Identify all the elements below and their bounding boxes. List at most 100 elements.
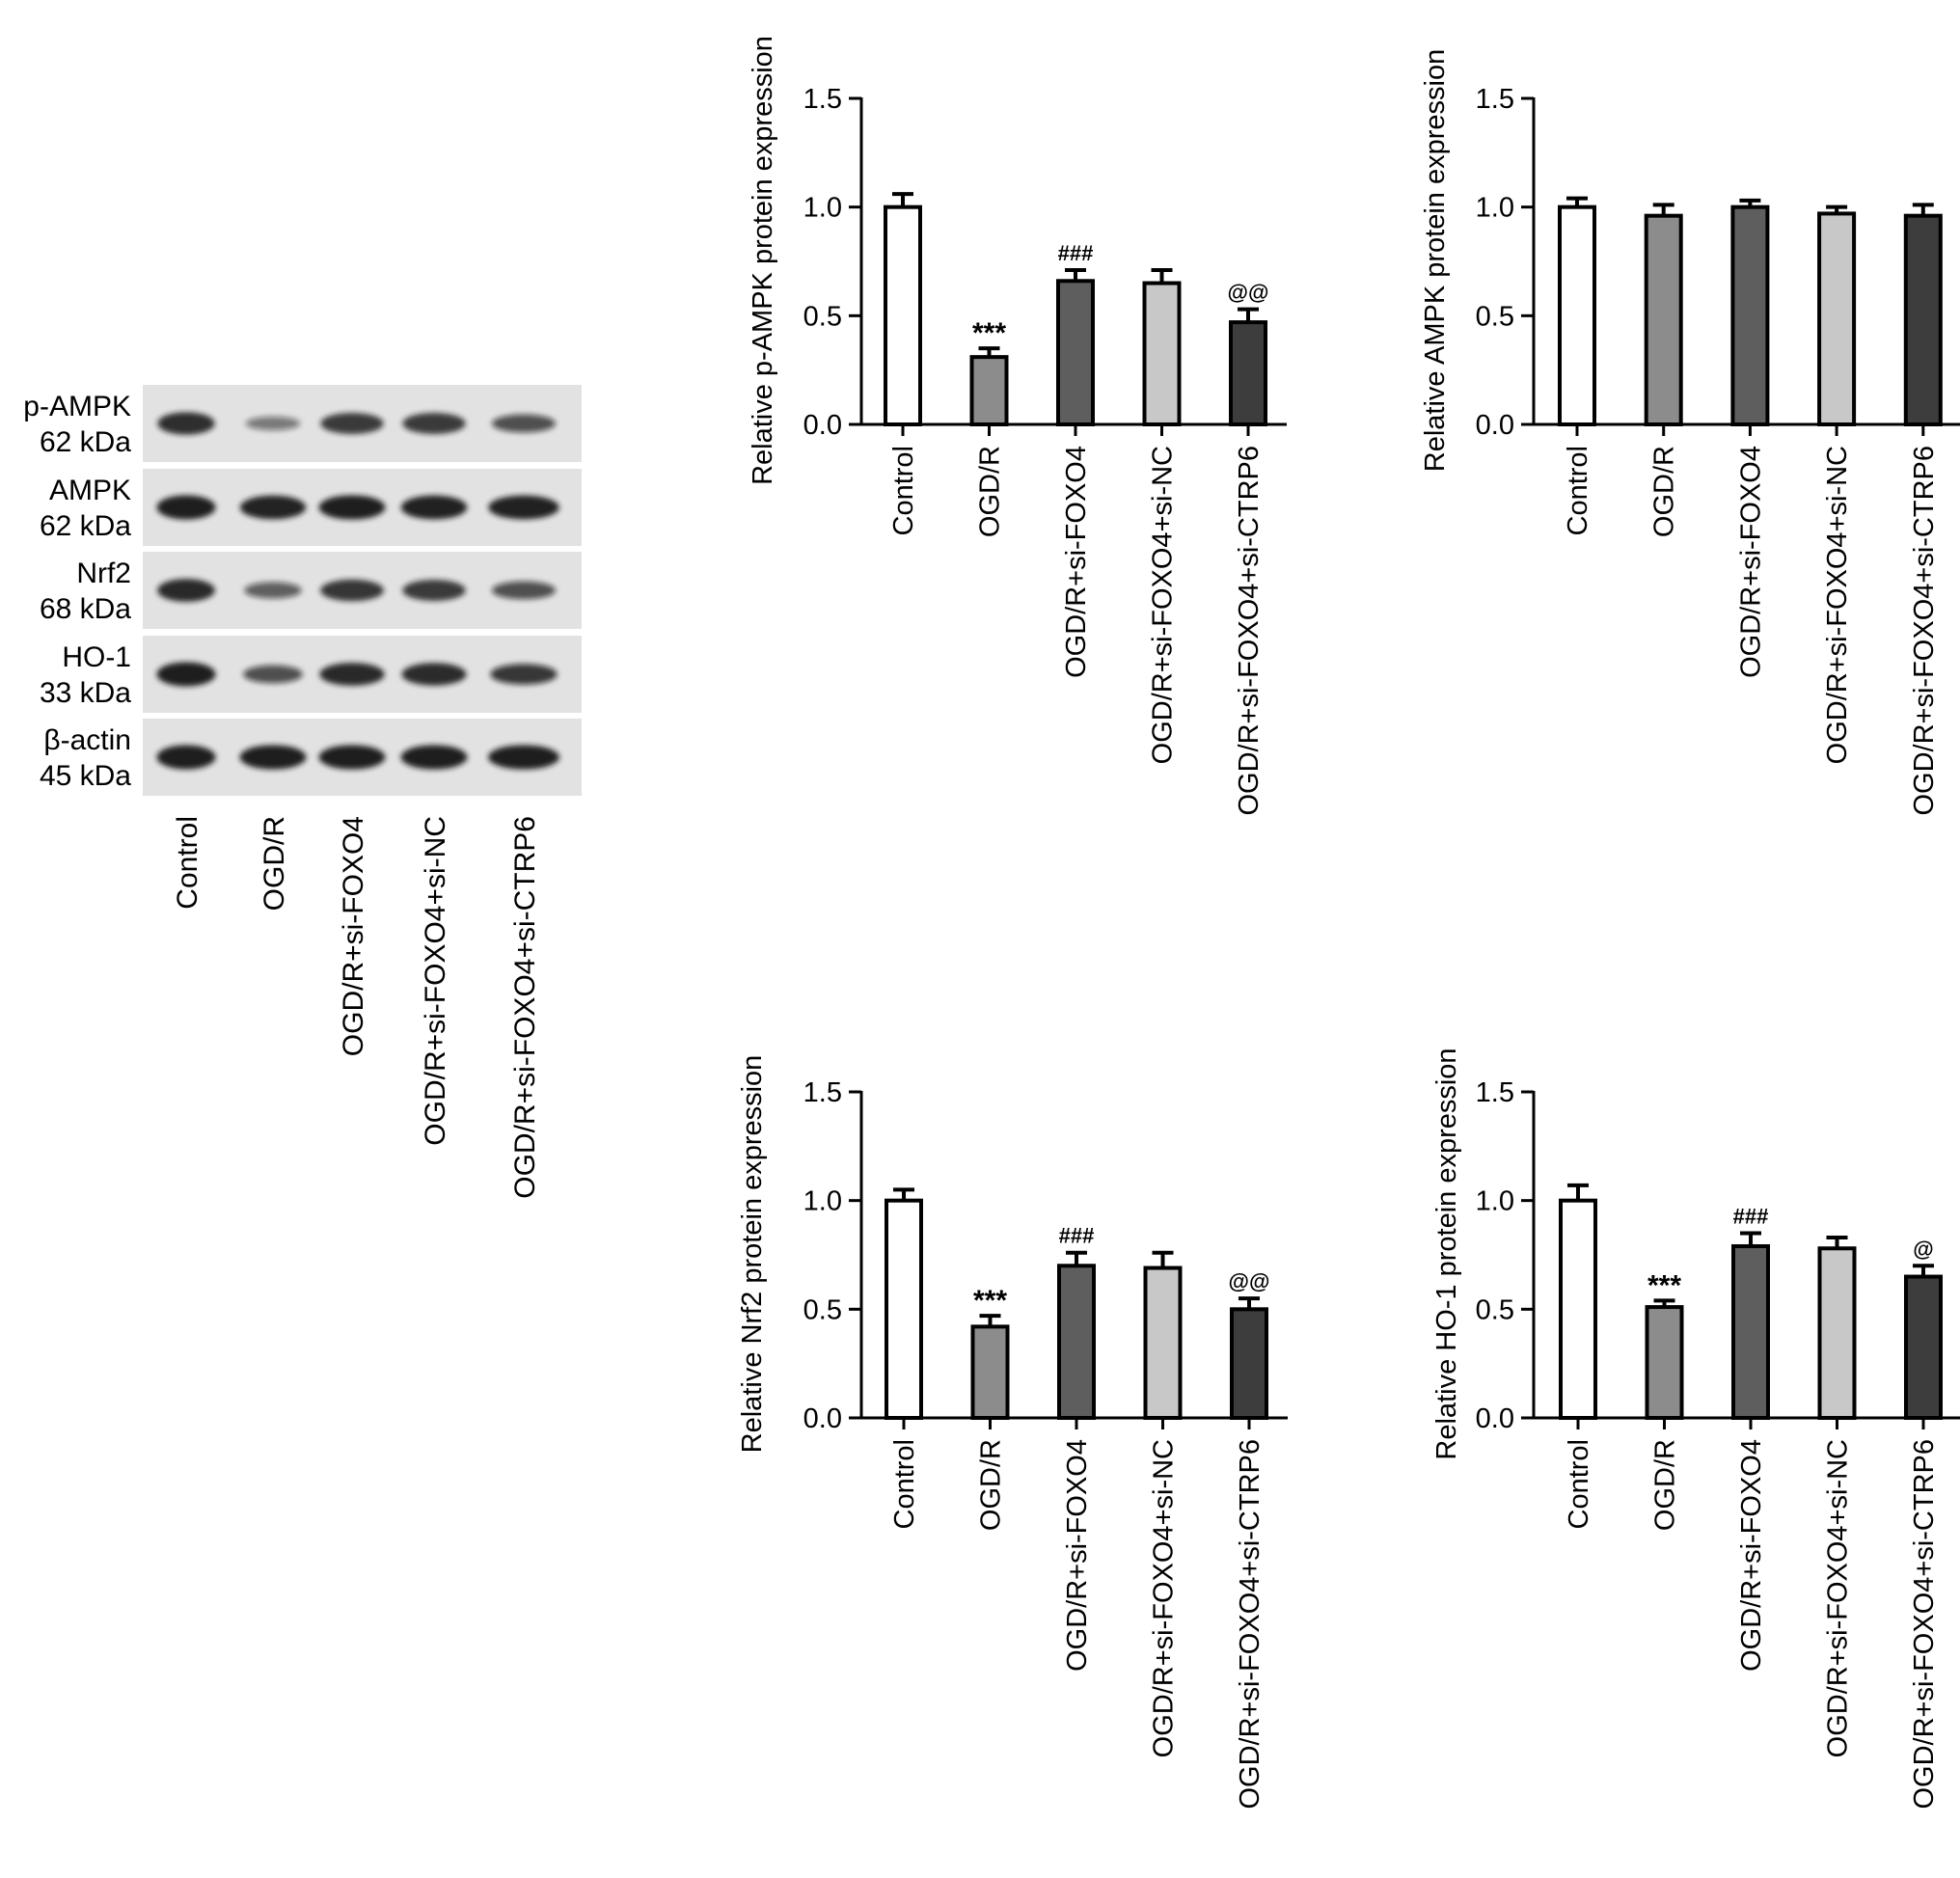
x-tick-label: OGD/R+si-FOXO4+si-NC [1148,446,1179,764]
x-tick-label: OGD/R+si-FOXO4+si-NC [1822,446,1853,764]
y-tick-label: 0.0 [803,410,842,441]
y-tick-label: 0.5 [1476,1294,1514,1325]
blot-size-label: 45 kDa [40,760,131,792]
blot-lane-label: OGD/R+si-FOXO4+si-CTRP6 [509,816,541,1199]
blot-size-label: 68 kDa [40,593,131,625]
significance-marker: @@ [1228,281,1269,305]
bar [1142,281,1182,426]
bar [1731,1243,1770,1421]
bar [1644,213,1683,426]
blot-band [488,745,559,770]
significance-marker: *** [973,1285,1007,1317]
blot-band [243,665,303,684]
blot-band [318,495,386,520]
blot-size-label: 62 kDa [40,426,131,458]
x-tick-label: OGD/R [1650,1439,1681,1531]
bar [1229,320,1267,426]
significance-marker: ### [1059,1224,1095,1248]
y-tick-label: 1.0 [1476,1186,1514,1217]
blot-band [318,745,386,770]
blot-band [400,495,468,520]
y-tick-label: 1.5 [803,84,842,115]
y-tick-label: 0.5 [1476,301,1514,332]
bar [1558,204,1596,426]
bar [1230,1307,1268,1421]
significance-marker: *** [972,317,1006,349]
blot-protein-label: HO-1 [62,641,131,673]
blot-band [239,495,307,520]
blot-protein-label: β-actin [43,724,131,756]
significance-marker: @ [1913,1237,1933,1261]
x-tick-label: Control [888,446,919,536]
y-axis-label: Relative Nrf2 protein expression [737,1055,768,1454]
x-tick-label: OGD/R+si-FOXO4 [1061,446,1092,678]
blot-lane-label: OGD/R+si-FOXO4+si-NC [420,816,451,1146]
blot-band [492,414,556,433]
bar [1904,1274,1943,1420]
blot-band [320,412,384,435]
blot-band [490,664,558,685]
bar [884,204,922,426]
y-tick-label: 0.0 [1476,410,1514,441]
y-tick-label: 0.0 [1476,1403,1514,1434]
blot-protein-label: AMPK [49,475,131,506]
blot-band [401,663,467,686]
blot-band [492,581,556,600]
blot-band [488,495,559,520]
blot-row-1: AMPK 62 kDa [40,469,582,546]
chart-2: 0.0 0.5 1.0 1.5 Relative Nrf2 protein expres… [737,1055,1288,1810]
bar [1730,204,1770,426]
x-tick-label: OGD/R+si-FOXO4 [1062,1439,1093,1672]
chart-1: 0.0 0.5 1.0 1.5 Relative AMPK protein expres… [1420,49,1960,816]
x-tick-label: Control [889,1439,920,1530]
x-tick-label: OGD/R+si-FOXO4+si-CTRP6 [1235,1439,1266,1810]
bar [970,1324,1010,1420]
bar [885,1198,923,1420]
blot-size-label: 62 kDa [40,510,131,542]
blot-band [157,579,215,602]
blot-band [156,662,216,687]
y-tick-label: 0.5 [803,1294,842,1325]
blot-band [319,663,385,686]
blot-lane-label: Control [172,816,204,910]
bar [1903,213,1943,426]
blot-band [157,412,215,435]
x-tick-label: OGD/R [976,1439,1007,1531]
y-tick-label: 1.0 [803,193,842,224]
x-tick-label: OGD/R+si-FOXO4+si-CTRP6 [1234,446,1265,816]
bar [1817,1246,1857,1420]
blot-band [400,745,468,770]
y-axis-label: Relative p-AMPK protein expression [748,36,778,485]
blot-lane-label: OGD/R+si-FOXO4 [338,816,369,1056]
blot-row-2: Nrf2 68 kDa [40,552,582,629]
y-tick-label: 1.0 [1476,193,1514,224]
significance-marker: ### [1733,1204,1769,1228]
blot-protein-label: Nrf2 [76,558,131,589]
blot-band [402,579,466,602]
x-tick-label: Control [1563,446,1593,536]
bar [1645,1305,1684,1420]
blot-band [239,745,307,770]
x-tick-label: OGD/R+si-FOXO4 [1735,446,1766,678]
y-axis-label: Relative AMPK protein expression [1420,49,1451,472]
blot-band [320,579,384,602]
chart-3: 0.0 0.5 1.0 1.5 Relative HO-1 protein expres… [1431,1048,1960,1810]
bar [1056,279,1095,426]
x-tick-label: OGD/R+si-FOXO4 [1736,1439,1767,1672]
y-axis-label: Relative HO-1 protein expression [1431,1048,1462,1459]
significance-marker: *** [1647,1269,1681,1301]
bar [969,355,1009,426]
y-tick-label: 0.5 [803,301,842,332]
bar [1559,1198,1597,1420]
blot-row-3: HO-1 33 kDa [40,636,582,713]
blot-row-4: β-actin 45 kDa [40,719,582,796]
blot-row-0: p-AMPK 62 kDa [23,385,582,462]
blot-band [156,495,216,520]
y-tick-label: 1.5 [1476,1077,1514,1108]
y-tick-label: 1.5 [803,1077,842,1108]
blot-band [244,582,302,599]
blot-lane-label: OGD/R [259,816,290,911]
bar [1143,1266,1183,1421]
x-tick-label: OGD/R+si-FOXO4+si-CTRP6 [1909,446,1940,816]
blot-size-label: 33 kDa [40,677,131,709]
